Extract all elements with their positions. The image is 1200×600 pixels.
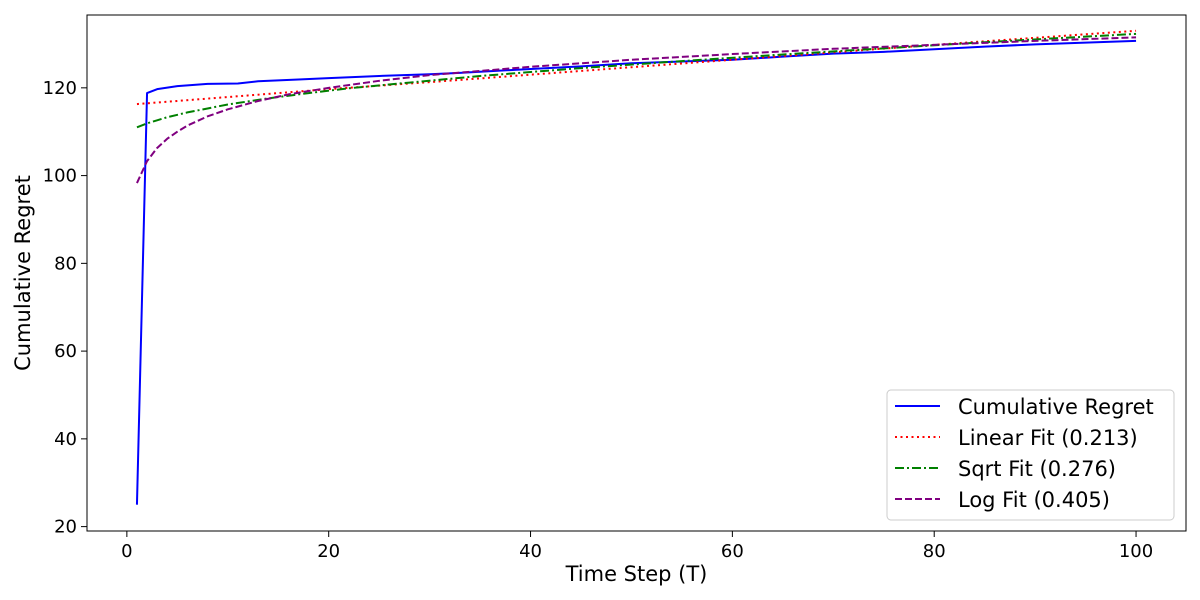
- legend-label-2: Sqrt Fit (0.276): [958, 457, 1116, 481]
- x-axis-title: Time Step (T): [565, 562, 708, 586]
- x-tick-label: 40: [519, 541, 542, 562]
- x-axis: 0 20 40 60 80 100: [121, 531, 1153, 562]
- series-line-1: [136, 29, 1137, 106]
- legend-label-3: Log Fit (0.405): [958, 488, 1110, 512]
- series-line-0: [135, 39, 1137, 505]
- y-tick-label: 120: [43, 78, 77, 99]
- y-tick-label: 100: [43, 166, 77, 187]
- series-line-3: [136, 36, 1137, 184]
- legend-label-1: Linear Fit (0.213): [958, 426, 1138, 450]
- legend-frame: [886, 389, 1175, 521]
- y-axis: 20 40 60 80 100 120: [43, 78, 87, 538]
- y-tick-label: 80: [54, 253, 77, 274]
- y-tick-label: 20: [54, 517, 77, 538]
- y-axis-title: Cumulative Regret: [11, 175, 35, 371]
- series-layer: [135, 29, 1137, 505]
- x-tick-label: 100: [1119, 541, 1153, 562]
- legend-label-0: Cumulative Regret: [958, 395, 1154, 419]
- plot-frame: [86, 14, 1187, 532]
- y-tick-label: 60: [54, 341, 77, 362]
- x-tick-label: 20: [317, 541, 340, 562]
- x-tick-label: 0: [121, 541, 132, 562]
- legend: Cumulative Regret Linear Fit (0.213) Sqrt …: [886, 389, 1175, 521]
- series-line-2: [136, 32, 1137, 129]
- x-tick-label: 60: [721, 541, 744, 562]
- y-tick-label: 40: [54, 429, 77, 450]
- x-tick-label: 80: [923, 541, 946, 562]
